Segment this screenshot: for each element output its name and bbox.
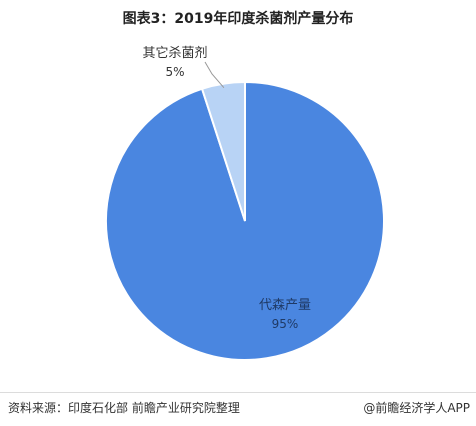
footer: 资料来源：印度石化部 前瞻产业研究院整理 @前瞻经济学人APP (0, 392, 476, 426)
pie-chart: 代森产量 95% 其它杀菌剂 5% (105, 45, 385, 361)
pie-slice-1 (200, 80, 246, 222)
brand-credit: @前瞻经济学人APP (363, 401, 470, 415)
slice-value-1: 5% (165, 65, 184, 79)
chart-title: 图表3：2019年印度杀菌剂产量分布 (122, 11, 354, 27)
slice-label-0: 代森产量 (259, 298, 311, 313)
slice-label-1: 其它杀菌剂 (142, 45, 207, 61)
leader-line-1 (204, 61, 225, 88)
slice-value-0: 95% (272, 317, 299, 331)
source-note: 资料来源：印度石化部 前瞻产业研究院整理 (8, 401, 240, 415)
